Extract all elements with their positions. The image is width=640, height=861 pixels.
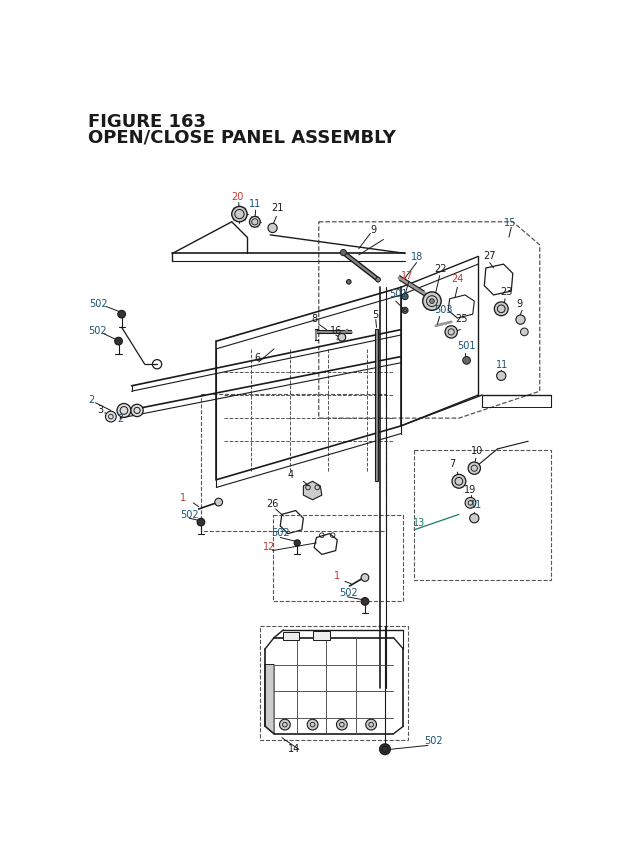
Circle shape	[338, 334, 346, 342]
Text: 503: 503	[435, 305, 452, 314]
Circle shape	[494, 302, 508, 316]
Circle shape	[445, 326, 458, 338]
Circle shape	[470, 514, 479, 523]
Bar	[414, 451, 551, 580]
Text: 3: 3	[97, 405, 103, 414]
Text: 7: 7	[450, 458, 456, 468]
Text: 2: 2	[88, 394, 94, 405]
Circle shape	[307, 720, 318, 730]
Bar	[273, 516, 403, 602]
Text: 11: 11	[249, 198, 261, 208]
Text: 1: 1	[180, 492, 186, 502]
Circle shape	[294, 540, 300, 547]
Text: 6: 6	[254, 352, 260, 362]
Circle shape	[468, 462, 481, 474]
Text: 11: 11	[496, 360, 508, 370]
Text: 5: 5	[372, 310, 379, 319]
Circle shape	[197, 518, 205, 526]
Circle shape	[465, 498, 476, 509]
Text: 12: 12	[263, 542, 276, 551]
Text: 20: 20	[231, 192, 243, 202]
Text: 24: 24	[451, 274, 463, 283]
Circle shape	[215, 499, 223, 506]
Text: 4: 4	[288, 470, 294, 480]
Circle shape	[429, 300, 435, 304]
Text: 19: 19	[463, 485, 476, 494]
Text: OPEN/CLOSE PANEL ASSEMBLY: OPEN/CLOSE PANEL ASSEMBLY	[88, 128, 396, 146]
Text: 27: 27	[484, 251, 496, 261]
Circle shape	[117, 404, 131, 418]
Circle shape	[340, 251, 346, 257]
Text: 13: 13	[413, 517, 425, 528]
Text: 9: 9	[516, 298, 522, 308]
Bar	[201, 394, 386, 531]
Text: 17: 17	[401, 270, 413, 281]
Circle shape	[380, 744, 390, 755]
Circle shape	[463, 357, 470, 365]
Bar	[284, 633, 299, 641]
Circle shape	[520, 329, 528, 337]
Text: 501: 501	[390, 289, 408, 299]
Circle shape	[361, 598, 369, 605]
Text: 16: 16	[330, 325, 342, 335]
Circle shape	[232, 208, 247, 222]
Circle shape	[402, 308, 408, 314]
Circle shape	[497, 372, 506, 381]
Circle shape	[422, 293, 441, 311]
Text: 502: 502	[424, 735, 443, 745]
Text: 502: 502	[340, 587, 358, 598]
Text: 501: 501	[458, 341, 476, 350]
Circle shape	[402, 294, 408, 300]
Bar	[312, 631, 330, 641]
Circle shape	[250, 217, 260, 228]
Circle shape	[131, 405, 143, 417]
Text: 11: 11	[470, 499, 482, 510]
Text: 22: 22	[435, 263, 447, 274]
Text: FIGURE 163: FIGURE 163	[88, 113, 206, 131]
Text: 25: 25	[455, 313, 468, 324]
Circle shape	[376, 278, 380, 282]
Text: 26: 26	[266, 499, 279, 508]
Text: 2: 2	[117, 413, 124, 424]
Text: 502: 502	[88, 326, 106, 336]
Circle shape	[280, 720, 291, 730]
Circle shape	[365, 720, 376, 730]
Circle shape	[346, 280, 351, 285]
Circle shape	[452, 474, 466, 489]
Circle shape	[516, 316, 525, 325]
Text: 502: 502	[90, 298, 108, 308]
Text: 14: 14	[288, 743, 300, 753]
Polygon shape	[265, 665, 274, 734]
Text: 9: 9	[371, 226, 376, 235]
Text: 10: 10	[471, 446, 483, 456]
Circle shape	[106, 412, 116, 423]
Text: 502: 502	[271, 528, 290, 537]
Circle shape	[268, 224, 277, 233]
Polygon shape	[303, 481, 322, 500]
Circle shape	[118, 311, 125, 319]
Text: 23: 23	[500, 287, 513, 297]
Bar	[260, 626, 408, 740]
Text: 21: 21	[271, 203, 284, 213]
Text: 18: 18	[411, 252, 424, 262]
Text: 15: 15	[504, 218, 516, 227]
Text: 1: 1	[334, 571, 340, 580]
Text: 8: 8	[311, 313, 317, 324]
Circle shape	[361, 574, 369, 582]
Text: 502: 502	[180, 510, 199, 520]
Circle shape	[337, 720, 348, 730]
Circle shape	[115, 338, 122, 345]
